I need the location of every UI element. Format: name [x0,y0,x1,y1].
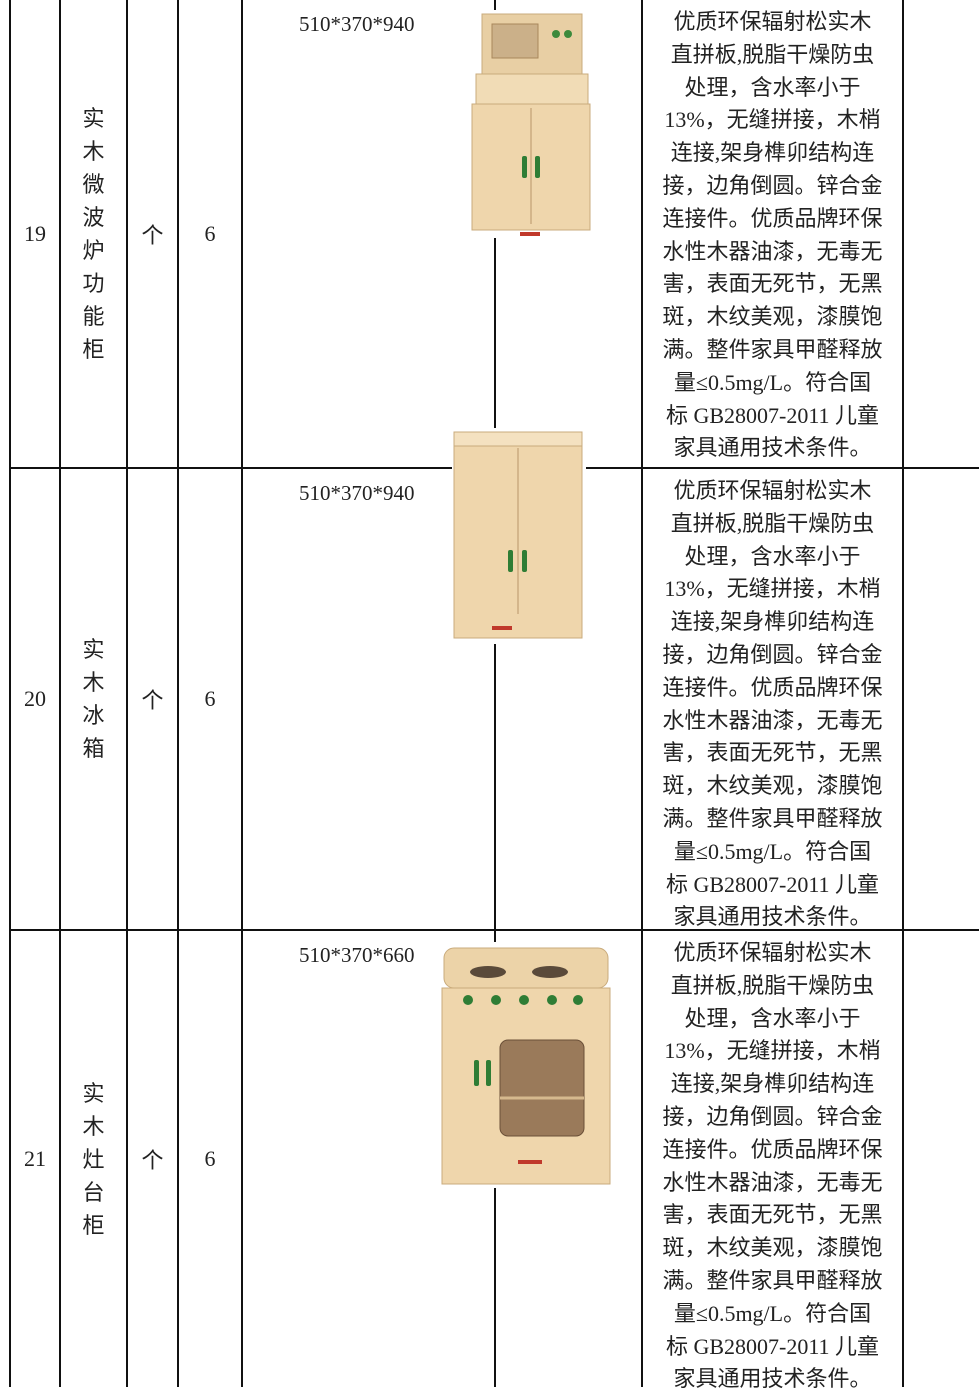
description-line: 家具通用技术条件。 [673,1366,872,1392]
description-line: 家具通用技术条件。 [673,904,872,930]
description-line: 接，边角倒圆。锌合金 [662,172,883,198]
description-line: 13%，无缝拼接，木梢 [664,576,881,602]
description: 优质环保辐射松实木 直拼板,脱脂干燥防虫 处理，含水率小于 13%，无缝拼接，木梢 连接… [644,937,901,1396]
col-border [9,0,11,1387]
col-border [241,0,243,1387]
description-line: 连接件。优质品牌环保 [662,674,883,700]
description-line: 13%，无缝拼接，木梢 [664,107,881,133]
description-line: 直拼板,脱脂干燥防虫 [670,510,875,536]
quantity: 6 [204,686,216,711]
description-line: 害，表面无死节，无黑 [662,740,883,766]
description: 优质环保辐射松实木 直拼板,脱脂干燥防虫 处理，含水率小于 13%，无缝拼接，木梢 连接… [644,475,901,934]
description-line: 接，边角倒圆。锌合金 [662,1103,883,1129]
unit: 个 [141,222,164,248]
quantity: 6 [204,1146,216,1171]
stove-image [438,942,614,1188]
description-line: 斑，木纹美观，漆膜饱 [662,304,883,330]
row-number: 19 [24,220,46,246]
description-line: 满。整件家具甲醛释放 [662,336,883,362]
quantity: 6 [204,220,216,246]
description-line: 处理，含水率小于 [684,1005,861,1031]
description: 优质环保辐射松实木 直拼板,脱脂干燥防虫 处理，含水率小于 13%，无缝拼接，木梢 连接… [644,6,901,465]
description-line: 连接件。优质品牌环保 [662,1136,883,1162]
item-name: 实木灶台柜 [82,1080,105,1238]
size: 510*370*940 [299,12,415,36]
name-cell: 实木微波炉功能柜 [61,0,126,467]
row-number: 21 [24,1146,46,1171]
col-border [494,0,496,1387]
description-line: 斑，木纹美观，漆膜饱 [662,773,883,799]
fridge-image [452,428,586,644]
item-name: 实木冰箱 [82,637,105,761]
description-line: 优质环保辐射松实木 [673,9,872,34]
description-line: 标 GB28007-2011 儿童 [665,402,880,428]
description-line: 害，表面无死节，无黑 [662,271,883,297]
description-line: 量≤0.5mg/L。符合国 [673,1300,872,1326]
description-line: 处理，含水率小于 [684,74,861,100]
description-line: 满。整件家具甲醛释放 [662,805,883,831]
description-line: 直拼板,脱脂干燥防虫 [670,41,875,67]
unit: 个 [141,688,164,713]
col-border [641,0,643,1387]
description-line: 害，表面无死节，无黑 [662,1202,883,1228]
description-line: 量≤0.5mg/L。符合国 [673,369,872,395]
size: 510*370*660 [299,943,415,967]
description-line: 连接件。优质品牌环保 [662,205,883,231]
col-border [177,0,179,1387]
col-border [126,0,128,1387]
col-border [902,0,904,1387]
description-line: 连接,架身榫卯结构连 [670,140,875,166]
description-line: 斑，木纹美观，漆膜饱 [662,1235,883,1261]
description-line: 家具通用技术条件。 [673,435,872,461]
description-line: 连接,架身榫卯结构连 [670,1071,875,1097]
description-line: 水性木器油漆，无毒无 [662,1169,883,1195]
size: 510*370*940 [299,481,415,505]
description-line: 连接,架身榫卯结构连 [670,609,875,635]
col-border [59,0,61,1387]
description-line: 优质环保辐射松实木 [673,478,872,503]
row-number: 20 [24,686,46,711]
description-line: 水性木器油漆，无毒无 [662,238,883,264]
microwave-cabinet-image [468,10,592,238]
description-line: 标 GB28007-2011 儿童 [665,871,880,897]
item-name: 实木微波炉功能柜 [82,105,105,362]
row-border [10,929,979,931]
description-line: 优质环保辐射松实木 [673,940,872,965]
description-line: 直拼板,脱脂干燥防虫 [670,972,875,998]
description-line: 标 GB28007-2011 儿童 [665,1333,880,1359]
description-line: 量≤0.5mg/L。符合国 [673,838,872,864]
description-line: 满。整件家具甲醛释放 [662,1267,883,1293]
name-cell: 实木灶台柜 [61,931,126,1387]
description-line: 处理，含水率小于 [684,543,861,569]
name-cell: 实木冰箱 [61,469,126,929]
description-line: 接，边角倒圆。锌合金 [662,641,883,667]
description-line: 13%，无缝拼接，木梢 [664,1038,881,1064]
unit: 个 [141,1148,164,1173]
description-line: 水性木器油漆，无毒无 [662,707,883,733]
